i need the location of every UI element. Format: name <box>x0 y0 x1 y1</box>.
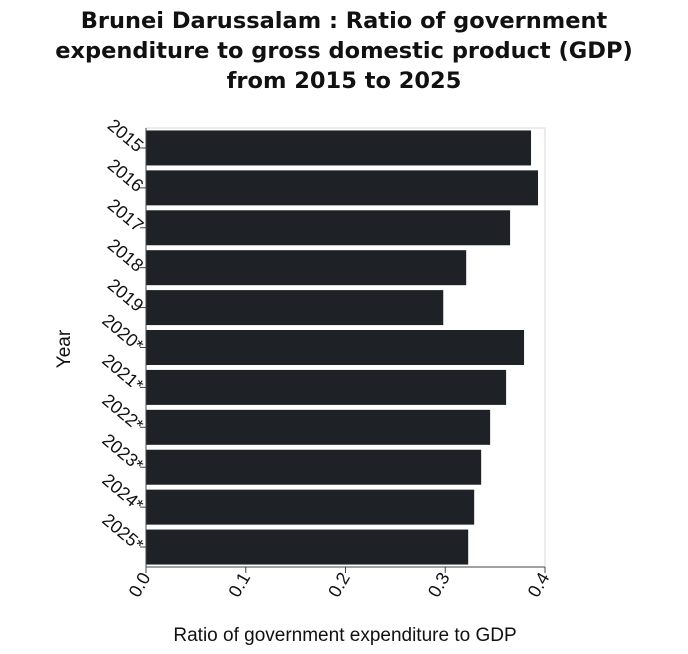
y-tick-label: 2016 <box>104 155 148 196</box>
bar <box>146 330 525 365</box>
x-axis-label: Ratio of government expenditure to GDP <box>173 625 516 646</box>
y-tick-label: 2018 <box>104 235 148 276</box>
bar <box>146 170 539 206</box>
bar <box>146 529 469 565</box>
y-tick-label: 2024* <box>98 470 147 516</box>
bar <box>146 290 444 326</box>
bar <box>146 130 532 166</box>
y-tick-label: 2019 <box>104 275 148 316</box>
y-tick-label: 2020* <box>98 310 147 356</box>
bar <box>146 250 467 286</box>
bar <box>146 489 475 525</box>
bar <box>146 409 491 445</box>
x-tick-label: 0.2 <box>324 569 354 601</box>
bar <box>146 449 482 485</box>
chart-title: Brunei Darussalam : Ratio of government … <box>55 8 633 94</box>
y-tick-label: 2021* <box>98 350 147 396</box>
x-tick-label: 0.1 <box>224 569 254 601</box>
y-tick-label: 2023* <box>98 430 147 476</box>
x-tick-label: 0.0 <box>125 569 155 601</box>
bar <box>146 210 511 246</box>
bar <box>146 369 507 405</box>
y-tick-label: 2022* <box>98 390 147 436</box>
x-tick-label: 0.4 <box>524 569 554 601</box>
y-axis-label: Year <box>54 329 75 368</box>
y-tick-label: 2015 <box>104 115 148 156</box>
y-tick-label: 2025* <box>98 510 147 556</box>
bars-group <box>146 130 539 565</box>
y-tick-label: 2017 <box>104 195 148 236</box>
x-tick-label: 0.3 <box>424 569 454 601</box>
